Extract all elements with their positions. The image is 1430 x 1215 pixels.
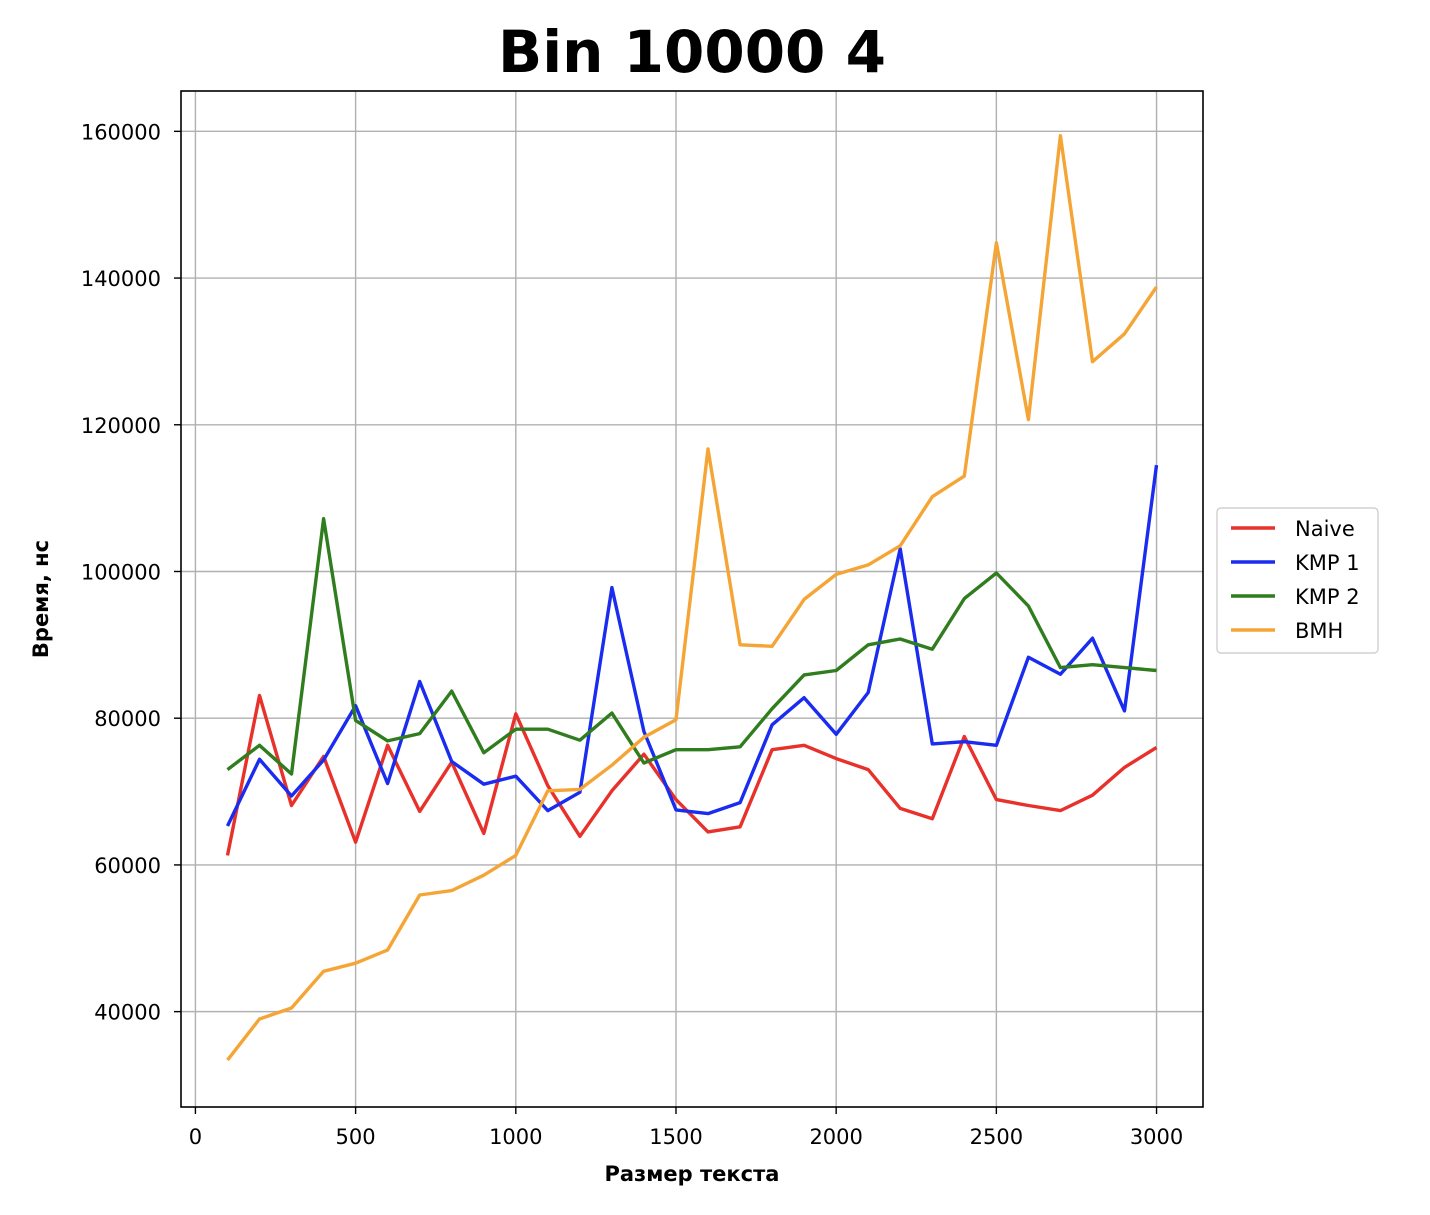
- y-tick-label: 160000: [81, 120, 161, 144]
- x-tick-label: 1000: [489, 1125, 542, 1149]
- legend-label-bmh: BMH: [1295, 619, 1343, 643]
- x-tick-label: 0: [189, 1125, 202, 1149]
- x-tick-label: 2500: [970, 1125, 1023, 1149]
- series-line-kmp-2: [226, 517, 1157, 776]
- y-tick-label: 80000: [94, 707, 161, 731]
- legend: Naive KMP 1 KMP 2 BMH: [1216, 507, 1379, 654]
- legend-label-kmp-2: KMP 2: [1295, 585, 1360, 609]
- y-tick-label: 100000: [81, 560, 161, 584]
- x-tick-label: 1500: [649, 1125, 702, 1149]
- grid: [181, 91, 1203, 1107]
- axis-ticks: 0 500 1000 1500 2000 2500 3000 40000 60000 80000 1…: [81, 120, 1183, 1149]
- legend-box: [1216, 507, 1379, 654]
- series-lines: [225, 133, 1159, 1062]
- x-tick-label: 2000: [809, 1125, 862, 1149]
- y-tick-label: 60000: [94, 854, 161, 878]
- legend-label-kmp-1: KMP 1: [1295, 551, 1360, 575]
- series-line-bmh: [226, 133, 1158, 1062]
- x-tick-label: 3000: [1130, 1125, 1183, 1149]
- x-axis-label: Размер текста: [605, 1162, 780, 1186]
- y-tick-label: 40000: [94, 1001, 161, 1025]
- x-tick-label: 500: [336, 1125, 376, 1149]
- chart-title: Bin 10000 4: [498, 18, 886, 86]
- y-tick-label: 140000: [81, 267, 161, 291]
- series-line-kmp-1: [225, 464, 1159, 827]
- y-axis-label: Время, нс: [29, 540, 53, 658]
- y-tick-label: 120000: [81, 414, 161, 438]
- plot-frame: [180, 90, 1204, 1108]
- legend-label-naive: Naive: [1295, 517, 1355, 541]
- series-line-naive: [225, 693, 1158, 856]
